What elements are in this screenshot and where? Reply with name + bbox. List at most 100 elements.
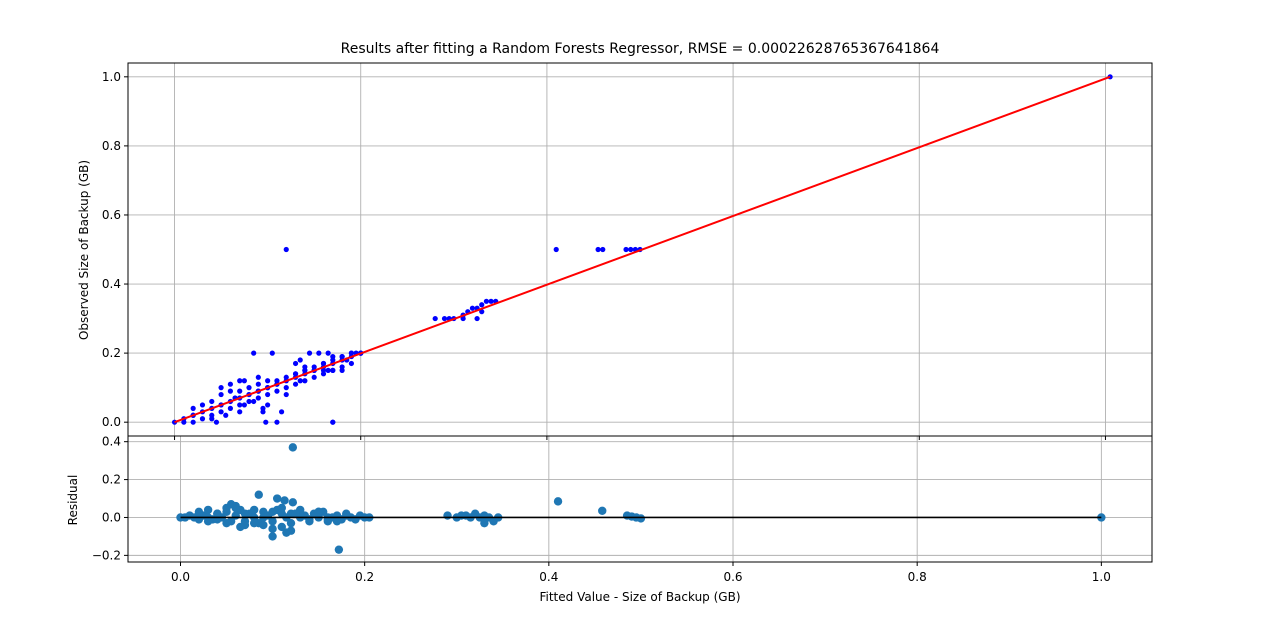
data-point xyxy=(488,298,494,304)
x-tick-label: 0.2 xyxy=(355,570,374,584)
scatter-panel: Results after fitting a Random Forests R… xyxy=(77,41,1153,440)
data-point xyxy=(199,416,206,422)
data-point xyxy=(323,515,333,524)
data-point xyxy=(302,378,308,384)
data-point xyxy=(222,518,231,528)
y-axis-label-residual: Residual xyxy=(66,475,80,526)
data-point xyxy=(237,388,243,394)
data-point xyxy=(330,353,336,360)
data-point xyxy=(263,419,269,425)
data-point xyxy=(265,402,271,408)
y-tick-label: 1.0 xyxy=(102,70,121,84)
x-tick-label: 0.4 xyxy=(539,570,558,584)
data-point xyxy=(255,374,261,380)
data-point xyxy=(469,305,476,311)
data-point xyxy=(218,391,224,398)
data-point xyxy=(203,505,213,515)
grid-lines xyxy=(128,436,1152,562)
data-point xyxy=(292,381,299,387)
data-point xyxy=(553,246,559,253)
data-point xyxy=(277,503,286,513)
data-point xyxy=(332,517,342,526)
x-tick-label: 0.8 xyxy=(908,570,927,584)
data-point xyxy=(241,402,247,408)
data-point xyxy=(288,498,298,507)
data-point xyxy=(279,409,285,415)
data-point xyxy=(272,494,282,503)
data-point xyxy=(259,520,268,530)
data-points xyxy=(176,443,1106,554)
data-point xyxy=(209,416,215,422)
data-point xyxy=(628,246,634,253)
data-point xyxy=(283,246,289,253)
data-point xyxy=(227,388,233,394)
data-point xyxy=(280,496,289,505)
x-tick-label: 1.0 xyxy=(1092,570,1111,584)
data-point xyxy=(314,507,323,516)
data-point xyxy=(240,509,250,518)
data-point xyxy=(441,315,448,322)
y-tick-label: 0.0 xyxy=(102,415,121,429)
data-point xyxy=(339,353,345,360)
data-point xyxy=(251,350,257,356)
data-point xyxy=(286,518,296,528)
data-point xyxy=(190,405,196,411)
data-point xyxy=(292,360,299,367)
data-point xyxy=(320,360,327,367)
data-point xyxy=(269,350,275,356)
data-point xyxy=(623,246,629,253)
data-point xyxy=(460,315,466,322)
y-tick-label: 0.4 xyxy=(102,277,121,291)
residual-panel: Residual Fitted Value - Size of Backup (… xyxy=(66,435,1153,604)
data-point xyxy=(236,522,245,532)
data-point xyxy=(249,505,259,515)
data-point xyxy=(325,367,331,373)
data-point xyxy=(283,385,289,391)
data-point xyxy=(213,419,220,425)
data-point xyxy=(246,385,252,391)
data-point xyxy=(255,381,261,387)
data-point xyxy=(268,532,277,541)
data-point xyxy=(268,507,277,516)
data-point xyxy=(251,398,257,405)
y-tick-label: 0.4 xyxy=(102,435,121,449)
data-point xyxy=(274,419,280,425)
data-point xyxy=(181,419,187,425)
data-point xyxy=(241,378,247,384)
data-point xyxy=(274,388,280,394)
data-point xyxy=(305,517,314,526)
data-point xyxy=(348,350,355,356)
x-tick-label: 0.0 xyxy=(171,570,190,584)
data-point xyxy=(268,524,277,534)
x-tick-label: 0.6 xyxy=(723,570,742,584)
data-point xyxy=(218,409,224,415)
data-point xyxy=(237,378,243,384)
y-tick-label: 0.8 xyxy=(102,139,121,153)
data-point xyxy=(268,517,277,526)
data-point xyxy=(237,402,243,408)
data-point xyxy=(283,374,289,380)
data-point xyxy=(330,367,336,373)
data-point xyxy=(311,374,317,380)
data-point xyxy=(288,443,298,452)
data-point xyxy=(474,315,480,322)
data-point xyxy=(291,509,300,518)
chart-title: Results after fitting a Random Forests R… xyxy=(341,41,940,57)
data-point xyxy=(330,419,336,425)
data-point xyxy=(213,509,222,518)
data-point xyxy=(553,497,563,506)
y-tick-label: 0.2 xyxy=(102,473,121,487)
y-axis-label-observed: Observed Size of Backup (GB) xyxy=(77,160,91,340)
data-point xyxy=(199,402,206,408)
data-point xyxy=(600,246,606,253)
data-point xyxy=(479,302,485,308)
data-point xyxy=(203,517,213,526)
data-point xyxy=(227,381,233,387)
data-point xyxy=(598,506,607,516)
data-point xyxy=(480,518,489,528)
data-point xyxy=(320,367,327,373)
data-point xyxy=(265,391,271,398)
axes-frame xyxy=(127,435,1153,563)
data-point xyxy=(483,298,489,304)
data-point xyxy=(277,522,286,532)
